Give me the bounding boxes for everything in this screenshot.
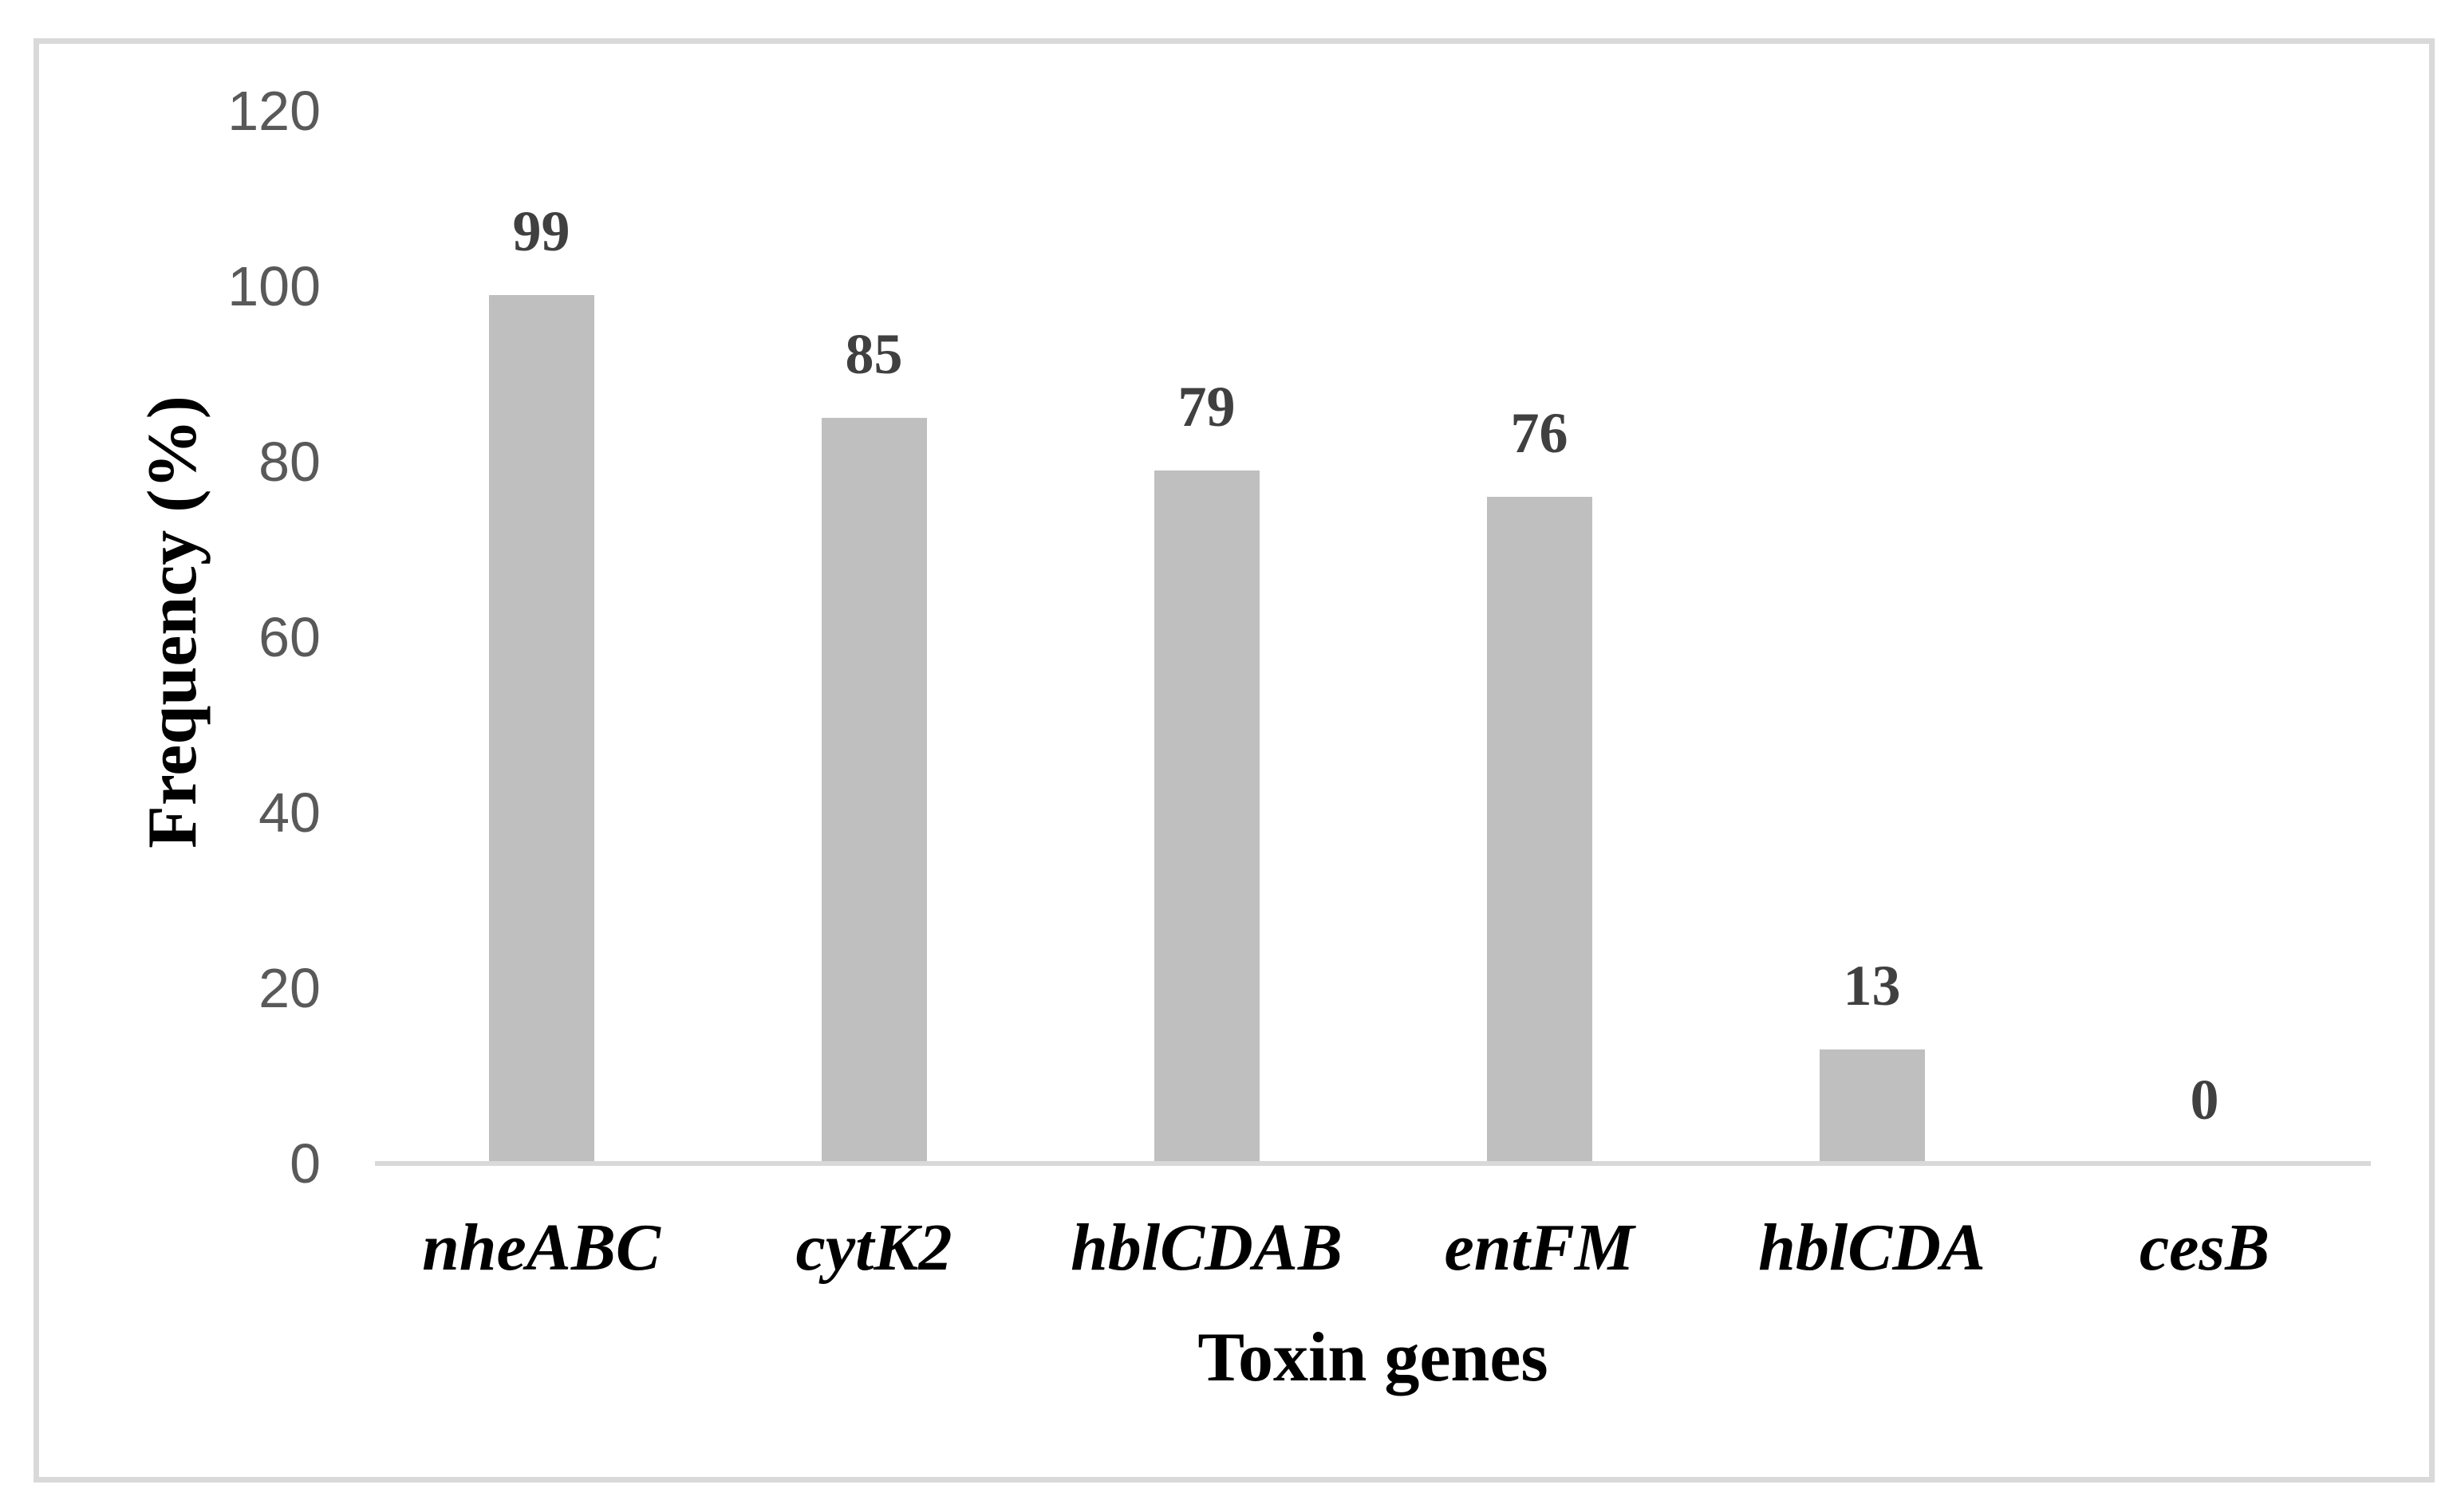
x-category-label: nheABC <box>422 1211 661 1285</box>
bar-value-label: 76 <box>1510 401 1568 465</box>
x-axis-line <box>375 1161 2371 1166</box>
bar-hblCDA <box>1819 1049 1925 1164</box>
bar-value-label: 13 <box>1843 954 1901 1018</box>
bar-value-label: 85 <box>845 322 903 386</box>
bar-nheABC <box>488 295 594 1164</box>
bar-value-label: 0 <box>2190 1068 2219 1132</box>
y-tick-label: 40 <box>258 782 321 844</box>
y-tick-label: 80 <box>258 431 321 493</box>
bar-cytK2 <box>821 418 927 1164</box>
bar-hblCDAB <box>1154 471 1260 1164</box>
x-category-label: cytK2 <box>795 1211 952 1285</box>
x-category-label: entFM <box>1444 1211 1635 1285</box>
bar-entFM <box>1486 497 1592 1164</box>
x-category-label: hblCDAB <box>1071 1211 1343 1285</box>
y-tick-label: 0 <box>290 1132 321 1195</box>
bar-value-label: 99 <box>512 199 570 263</box>
y-tick-label: 60 <box>258 606 321 668</box>
bar-value-label: 79 <box>1177 375 1236 439</box>
y-tick-label: 120 <box>227 80 321 142</box>
x-axis-title: Toxin genes <box>1197 1319 1548 1396</box>
x-category-label: cesB <box>2139 1211 2270 1285</box>
x-category-label: hblCDA <box>1758 1211 1986 1285</box>
y-tick-label: 100 <box>227 255 321 317</box>
y-tick-label: 20 <box>258 957 321 1019</box>
